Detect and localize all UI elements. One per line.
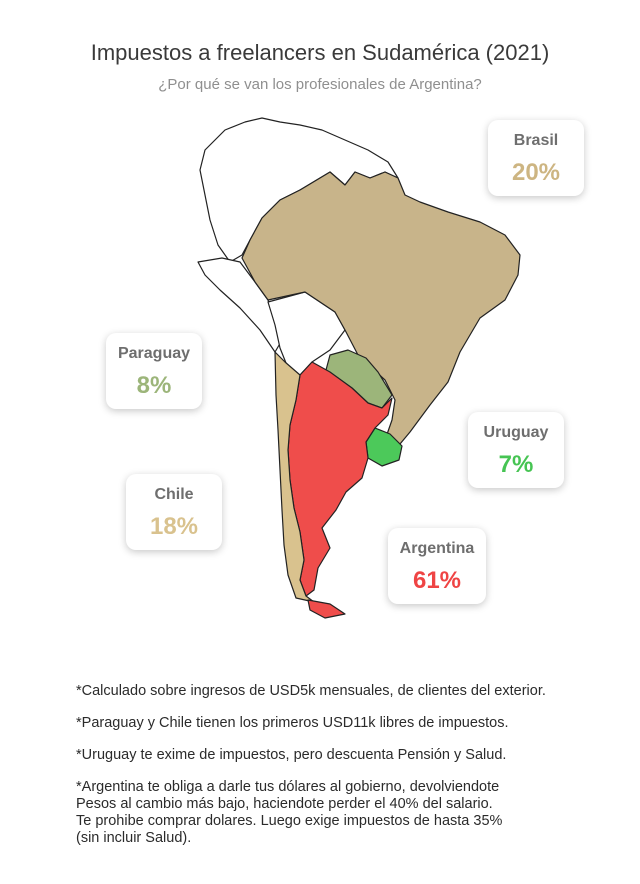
country-chile bbox=[274, 351, 315, 603]
tax-rate-chile: 18% bbox=[149, 513, 199, 540]
footnote: *Uruguay te exime de impuestos, pero des… bbox=[76, 747, 507, 763]
country-name-paraguay: Paraguay bbox=[117, 345, 191, 362]
tax-rate-argentina: 61% bbox=[412, 567, 462, 594]
tax-rate-uruguay: 7% bbox=[498, 451, 534, 478]
page-subtitle: ¿Por qué se van los profesionales de Arg… bbox=[158, 76, 482, 93]
card-brasil: Brasil 20% bbox=[488, 120, 584, 196]
footnote: *Paraguay y Chile tienen los primeros US… bbox=[76, 715, 509, 731]
tax-rate-brasil: 20% bbox=[511, 159, 561, 186]
card-argentina: Argentina 61% bbox=[388, 528, 486, 604]
country-brasil bbox=[241, 171, 521, 451]
tax-rate-paraguay: 8% bbox=[136, 372, 172, 399]
footnotes: *Calculado sobre ingresos de USD5k mensu… bbox=[76, 683, 616, 862]
country-name-argentina: Argentina bbox=[399, 540, 475, 557]
footnote: *Calculado sobre ingresos de USD5k mensu… bbox=[76, 683, 546, 699]
card-uruguay: Uruguay 7% bbox=[468, 412, 564, 488]
card-chile: Chile 18% bbox=[126, 474, 222, 550]
page-title: Impuestos a freelancers en Sudamérica (2… bbox=[90, 40, 550, 65]
card-paraguay: Paraguay 8% bbox=[106, 333, 202, 409]
country-name-chile: Chile bbox=[154, 486, 194, 503]
country-name-uruguay: Uruguay bbox=[483, 424, 549, 441]
country-name-brasil: Brasil bbox=[513, 132, 559, 149]
footnote: *Argentina te obliga a darle tus dólares… bbox=[76, 779, 503, 846]
country-tierra-del-fuego bbox=[307, 599, 346, 619]
south-america-map bbox=[197, 117, 521, 619]
